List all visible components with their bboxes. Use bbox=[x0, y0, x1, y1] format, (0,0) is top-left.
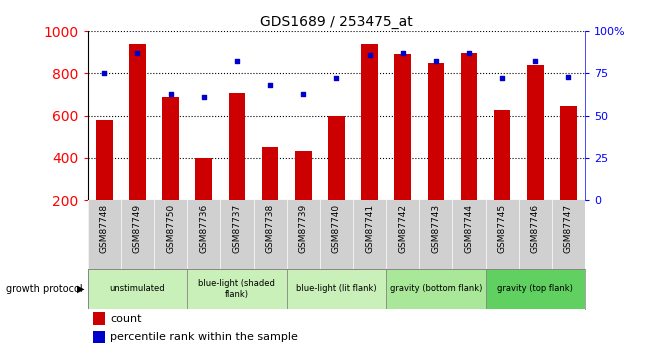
Bar bbox=[486, 269, 585, 309]
Bar bbox=[262, 147, 278, 200]
Text: gravity (bottom flank): gravity (bottom flank) bbox=[389, 284, 482, 294]
Text: GSM87742: GSM87742 bbox=[398, 204, 407, 253]
Point bbox=[530, 59, 541, 64]
Point bbox=[463, 50, 474, 56]
Text: blue-light (lit flank): blue-light (lit flank) bbox=[296, 284, 377, 294]
Text: gravity (top flank): gravity (top flank) bbox=[497, 284, 573, 294]
Bar bbox=[428, 63, 444, 200]
Bar bbox=[187, 269, 287, 309]
Point bbox=[265, 82, 276, 88]
Bar bbox=[93, 313, 105, 325]
Point bbox=[563, 74, 573, 79]
Bar bbox=[328, 116, 344, 200]
Point bbox=[497, 76, 507, 81]
Text: GSM87750: GSM87750 bbox=[166, 204, 175, 253]
Point bbox=[99, 71, 109, 76]
Text: GSM87745: GSM87745 bbox=[498, 204, 506, 253]
Text: GSM87737: GSM87737 bbox=[233, 204, 241, 253]
Bar bbox=[361, 44, 378, 200]
Bar bbox=[129, 44, 146, 200]
Bar bbox=[494, 110, 510, 200]
Point bbox=[397, 50, 408, 56]
Text: GSM87748: GSM87748 bbox=[100, 204, 109, 253]
Bar bbox=[162, 97, 179, 200]
Bar bbox=[229, 93, 245, 200]
Text: GSM87749: GSM87749 bbox=[133, 204, 142, 253]
Bar bbox=[96, 120, 112, 200]
Bar bbox=[196, 158, 212, 200]
Text: GSM87741: GSM87741 bbox=[365, 204, 374, 253]
Bar bbox=[93, 331, 105, 343]
Text: blue-light (shaded
flank): blue-light (shaded flank) bbox=[198, 279, 276, 299]
Title: GDS1689 / 253475_at: GDS1689 / 253475_at bbox=[260, 14, 413, 29]
Point bbox=[430, 59, 441, 64]
Point bbox=[231, 59, 242, 64]
Bar bbox=[386, 269, 486, 309]
Text: GSM87738: GSM87738 bbox=[266, 204, 274, 253]
Text: ▶: ▶ bbox=[77, 284, 85, 294]
Text: GSM87746: GSM87746 bbox=[531, 204, 540, 253]
Text: percentile rank within the sample: percentile rank within the sample bbox=[110, 332, 298, 342]
Text: GSM87739: GSM87739 bbox=[299, 204, 307, 253]
Text: GSM87740: GSM87740 bbox=[332, 204, 341, 253]
Bar bbox=[461, 53, 477, 200]
Text: GSM87736: GSM87736 bbox=[200, 204, 208, 253]
Text: GSM87747: GSM87747 bbox=[564, 204, 573, 253]
Point bbox=[133, 50, 143, 56]
Bar bbox=[527, 65, 543, 200]
Text: unstimulated: unstimulated bbox=[110, 284, 165, 294]
Bar bbox=[560, 106, 577, 200]
Bar bbox=[88, 269, 187, 309]
Bar bbox=[295, 151, 311, 200]
Bar bbox=[287, 269, 386, 309]
Point bbox=[331, 76, 342, 81]
Bar bbox=[395, 54, 411, 200]
Point bbox=[198, 94, 209, 100]
Point bbox=[165, 91, 176, 96]
Text: growth protocol: growth protocol bbox=[6, 284, 83, 294]
Text: GSM87743: GSM87743 bbox=[432, 204, 440, 253]
Text: count: count bbox=[110, 314, 142, 324]
Text: GSM87744: GSM87744 bbox=[465, 204, 473, 253]
Point bbox=[298, 91, 308, 96]
Point bbox=[364, 52, 374, 58]
